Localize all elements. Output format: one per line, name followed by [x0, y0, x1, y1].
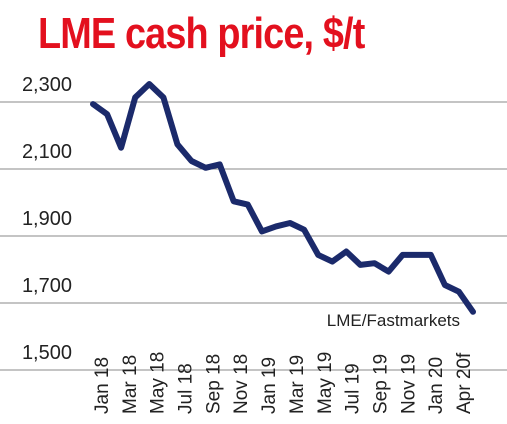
data-point [273, 223, 279, 229]
source-label: LME/Fastmarkets [327, 311, 460, 330]
x-tick-label: Jul 19 [343, 363, 364, 414]
x-tick-label: Jul 18 [176, 363, 197, 414]
x-tick-label: May 19 [315, 352, 336, 414]
data-point [90, 101, 96, 107]
grid-layer [0, 101, 507, 371]
data-point [189, 158, 195, 164]
y-tick-label: 1,500 [22, 342, 72, 364]
x-tick-label: Jan 19 [259, 357, 280, 414]
data-point [104, 111, 110, 117]
data-point [329, 259, 335, 265]
data-point [301, 227, 307, 233]
data-point [470, 309, 476, 315]
x-tick-label: Mar 19 [287, 355, 308, 414]
data-point [442, 282, 448, 288]
data-point [132, 94, 138, 100]
data-point [400, 252, 406, 258]
data-point [357, 262, 363, 268]
data-point [217, 161, 223, 167]
x-tick-label: Apr 20f [454, 352, 475, 414]
x-tick-label: Sep 19 [371, 354, 392, 414]
data-point [160, 94, 166, 100]
data-point [203, 165, 209, 171]
data-point [456, 289, 462, 295]
x-tick-label: Jan 18 [92, 357, 113, 414]
data-point [231, 198, 237, 204]
x-tick-label: Mar 18 [120, 355, 141, 414]
chart-title: LME cash price, $/t [38, 9, 365, 58]
y-tick-label: 2,100 [22, 141, 72, 163]
data-point [174, 141, 180, 147]
x-tick-label: Sep 18 [203, 354, 224, 414]
data-point [245, 202, 251, 208]
series-layer [90, 81, 476, 315]
data-point [118, 145, 124, 151]
y-axis-ticks: 2,300 2,100 1,900 1,700 1,500 [22, 74, 72, 364]
data-point [386, 269, 392, 275]
x-tick-label: May 18 [148, 352, 169, 414]
data-point [287, 220, 293, 226]
x-axis-ticks: Jan 18 Mar 18 May 18 Jul 18 Sep 18 Nov 18 Jan … [92, 352, 475, 414]
y-tick-label: 1,700 [22, 275, 72, 297]
data-point [146, 81, 152, 87]
x-tick-label: Jan 20 [426, 357, 447, 414]
price-series-line [90, 81, 476, 315]
x-tick-label: Nov 19 [398, 354, 419, 414]
y-tick-label: 2,300 [22, 74, 72, 96]
data-point [343, 249, 349, 255]
data-point [372, 260, 378, 266]
data-point [414, 252, 420, 258]
data-point [259, 228, 265, 234]
x-tick-label: Nov 18 [231, 354, 252, 414]
data-point [428, 252, 434, 258]
y-tick-label: 1,900 [22, 208, 72, 230]
data-point [315, 252, 321, 258]
